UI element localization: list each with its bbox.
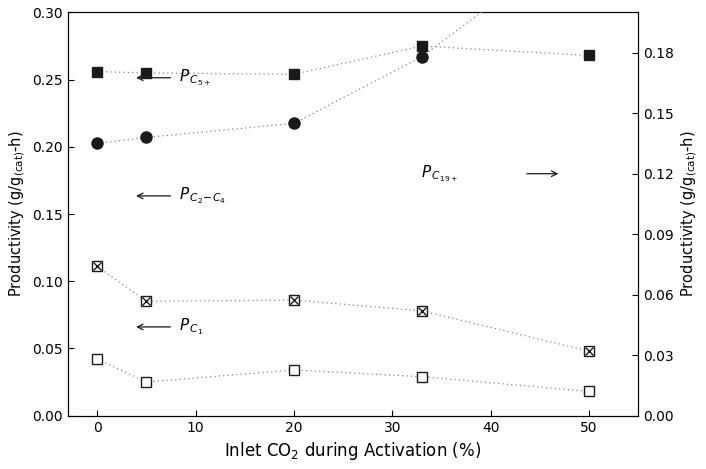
Text: $P_{\,C_{5+}}$: $P_{\,C_{5+}}$ — [179, 68, 211, 88]
Text: $P_{\,C_{19+}}$: $P_{\,C_{19+}}$ — [421, 163, 458, 184]
Y-axis label: Productivity (g/g$_{\mathregular{(cat)}}$-h): Productivity (g/g$_{\mathregular{(cat)}}… — [7, 131, 27, 297]
Text: $P_{\,C_{2}\!-\!C_{4}}$: $P_{\,C_{2}\!-\!C_{4}}$ — [179, 186, 226, 206]
X-axis label: Inlet CO$_2$ during Activation (%): Inlet CO$_2$ during Activation (%) — [225, 440, 481, 462]
Y-axis label: Productivity (g/g$_{\mathregular{(cat)}}$-h): Productivity (g/g$_{\mathregular{(cat)}}… — [679, 131, 699, 297]
Text: $P_{\,C_{1}}$: $P_{\,C_{1}}$ — [179, 317, 203, 337]
